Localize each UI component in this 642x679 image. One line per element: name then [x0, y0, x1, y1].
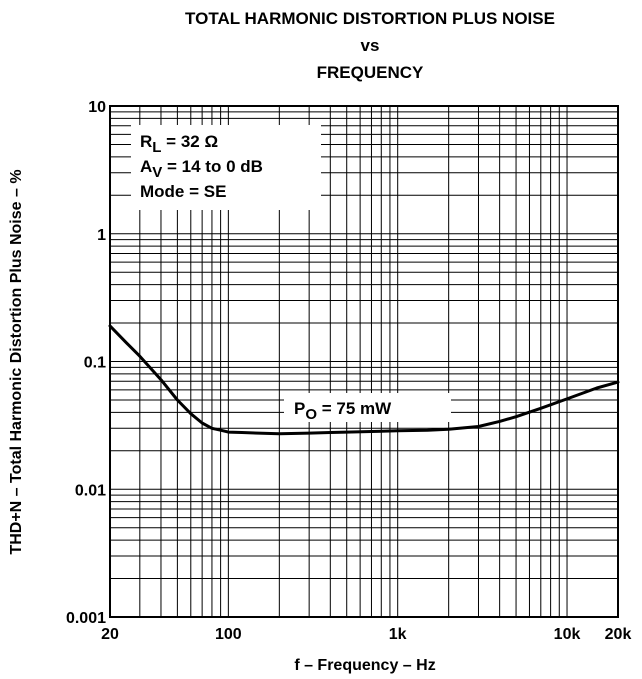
y-tick-label: 0.01 [75, 482, 106, 499]
x-tick-label: 1k [389, 626, 407, 643]
chart-title-line-2: vs [361, 36, 380, 55]
y-tick-label: 0.1 [84, 355, 106, 372]
series-group: PO = 75 mW [108, 324, 620, 436]
y-axis-label: THD+N – Total Harmonic Distortion Plus N… [8, 169, 25, 554]
x-tick-label: 100 [215, 626, 242, 643]
conditions-box-bg [131, 125, 321, 210]
x-tick-label: 20 [101, 626, 119, 643]
y-tick-label: 1 [97, 227, 106, 244]
x-axis-label: f – Frequency – Hz [294, 657, 435, 674]
plot-frame [109, 105, 619, 618]
chart-title-line-1: TOTAL HARMONIC DISTORTION PLUS NOISE [185, 9, 555, 28]
series-label-bg [284, 393, 451, 422]
chart-title-line-3: FREQUENCY [317, 63, 424, 82]
condition-text: AV = 14 to 0 dB [140, 157, 263, 181]
x-tick-label: 10k [554, 626, 581, 643]
y-tick-label: 0.001 [66, 610, 106, 627]
y-tick-label: 10 [88, 99, 106, 116]
condition-text: RL = 32 Ω [140, 132, 218, 156]
condition-text: Mode = SE [140, 182, 226, 201]
x-tick-labels: 20 100 1k 10k 20k [101, 626, 631, 643]
series-line [108, 324, 620, 436]
x-tick-label: 20k [605, 626, 632, 643]
y-tick-labels: 10 1 0.1 0.01 0.001 [66, 99, 106, 627]
series-label: PO = 75 mW [294, 399, 392, 423]
